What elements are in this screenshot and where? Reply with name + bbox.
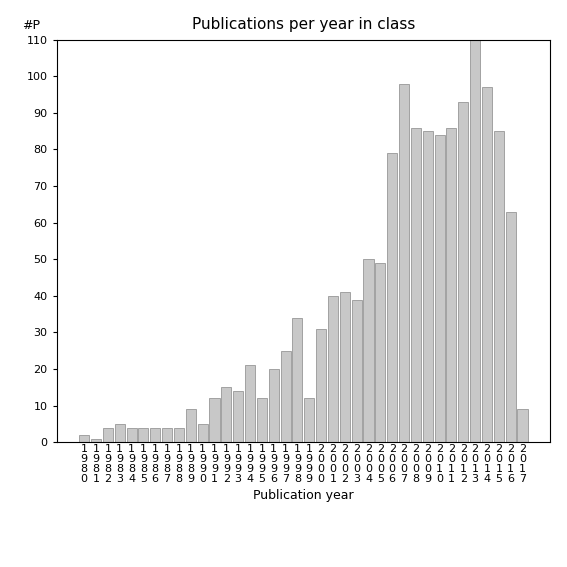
Bar bbox=[328, 296, 338, 442]
Bar bbox=[126, 428, 137, 442]
Bar bbox=[387, 153, 397, 442]
Text: #P: #P bbox=[22, 19, 40, 32]
Bar bbox=[446, 128, 456, 442]
Bar bbox=[209, 399, 219, 442]
Bar bbox=[434, 135, 445, 442]
Bar bbox=[470, 40, 480, 442]
Bar bbox=[304, 399, 314, 442]
Bar bbox=[363, 259, 374, 442]
Bar bbox=[138, 428, 149, 442]
Bar bbox=[221, 387, 231, 442]
Bar bbox=[375, 263, 386, 442]
Bar bbox=[233, 391, 243, 442]
Bar bbox=[198, 424, 208, 442]
Bar bbox=[482, 87, 492, 442]
Bar bbox=[494, 131, 504, 442]
Bar bbox=[352, 299, 362, 442]
Bar bbox=[115, 424, 125, 442]
Bar bbox=[458, 102, 468, 442]
Title: Publications per year in class: Publications per year in class bbox=[192, 16, 415, 32]
Bar bbox=[150, 428, 160, 442]
X-axis label: Publication year: Publication year bbox=[253, 489, 354, 502]
Bar bbox=[269, 369, 279, 442]
Bar bbox=[257, 399, 267, 442]
Bar bbox=[506, 211, 516, 442]
Bar bbox=[103, 428, 113, 442]
Bar bbox=[91, 439, 101, 442]
Bar bbox=[162, 428, 172, 442]
Bar bbox=[411, 128, 421, 442]
Bar bbox=[399, 83, 409, 442]
Bar bbox=[293, 318, 302, 442]
Bar bbox=[245, 365, 255, 442]
Bar bbox=[186, 409, 196, 442]
Bar bbox=[174, 428, 184, 442]
Bar bbox=[423, 131, 433, 442]
Bar bbox=[79, 435, 89, 442]
Bar bbox=[281, 351, 291, 442]
Bar bbox=[340, 292, 350, 442]
Bar bbox=[316, 329, 326, 442]
Bar bbox=[518, 409, 527, 442]
